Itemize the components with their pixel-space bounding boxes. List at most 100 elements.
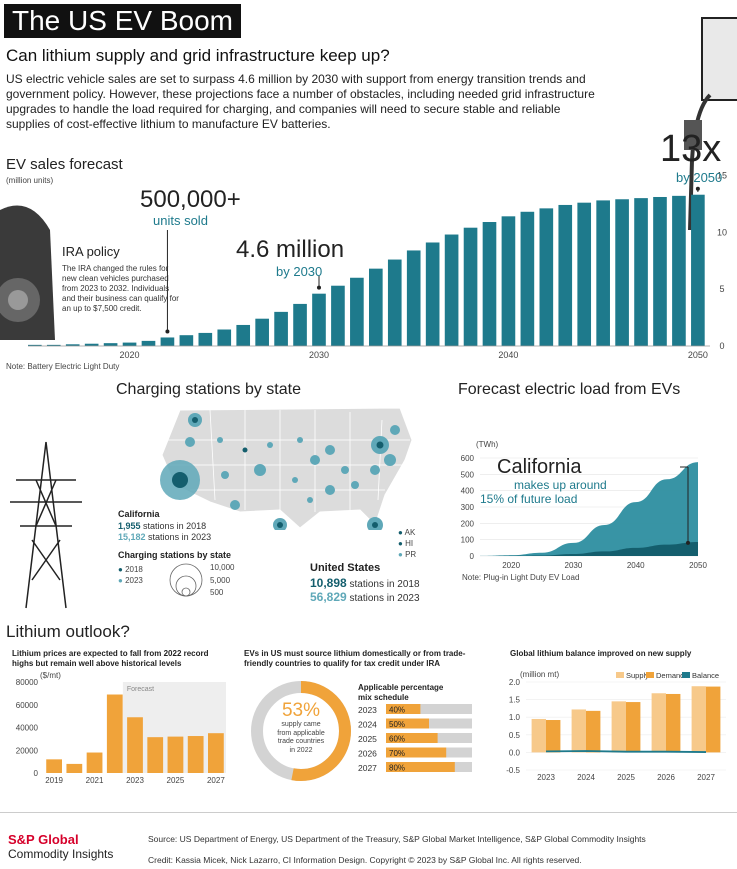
callout-500k-sub: units sold — [153, 213, 208, 228]
ev-y-tick-10: 10 — [717, 227, 727, 237]
bal-supply-bar-2023 — [531, 718, 546, 753]
map-bubbles — [160, 413, 400, 530]
ev-bar-2042 — [539, 208, 554, 346]
price-bar-2023 — [127, 717, 143, 773]
ev-bar-2024 — [198, 332, 213, 346]
ira-text: The IRA changed the rules for new clean … — [62, 264, 179, 313]
ev-bar-2050 — [691, 194, 705, 346]
power-pylon-illustration — [10, 441, 82, 609]
donut-caption-l2: from applicable — [277, 729, 325, 737]
ev-bar-2041 — [520, 211, 535, 346]
bal-x-tick-2023: 2023 — [537, 773, 555, 782]
price-bar-2022 — [106, 694, 123, 773]
hi-text: HI — [405, 539, 414, 548]
bal-y-tick-0.5: 0.5 — [509, 731, 521, 740]
ev-bar-2044 — [577, 202, 592, 346]
ev-bar-2021 — [141, 340, 156, 346]
bal-supply-bar-2026 — [651, 693, 666, 753]
price-y-tick-80000: 80000 — [16, 678, 39, 687]
bal-x-tick-2027: 2027 — [697, 773, 715, 782]
sched-year-2024: 2024 — [358, 720, 377, 730]
ev-sales-heading: EV sales forecast — [6, 156, 123, 173]
ev-x-tick-2040: 2040 — [498, 350, 518, 360]
price-x-tick-2019: 2019 — [45, 776, 63, 785]
ev-x-tick-2050: 2050 — [688, 350, 708, 360]
ev-bar-2025 — [217, 329, 232, 346]
bal-legend-label-2: Balance — [692, 671, 719, 680]
ev-bar-2040 — [501, 216, 516, 346]
donut-caption: supply came from applicable trade countr… — [266, 721, 336, 755]
sched-year-2026: 2026 — [358, 749, 377, 759]
price-y-tick-0: 0 — [34, 769, 39, 778]
price-bar-2027 — [208, 733, 224, 773]
ev-bar-2020 — [122, 342, 137, 346]
ev-bar-2016 — [46, 344, 61, 346]
ev-x-tick-2020: 2020 — [120, 350, 140, 360]
size-legend-circles — [169, 563, 203, 597]
price-x-tick-2021: 2021 — [86, 776, 104, 785]
bal-supply-bar-2025 — [611, 701, 626, 753]
charger-illustration — [684, 17, 737, 231]
sched-bar-2023 — [386, 704, 421, 714]
us-stations-2018: 10,898 stations in 2018 — [310, 576, 420, 590]
sched-year-2023: 2023 — [358, 705, 377, 715]
us-2023-text: stations in 2023 — [349, 593, 420, 604]
car-illustration — [0, 205, 55, 340]
bubble-georgia — [325, 485, 335, 495]
ev-bar-2039 — [482, 222, 497, 346]
bal-demand-bar-2027 — [706, 686, 721, 753]
size-10000: 10,000 — [210, 563, 235, 572]
ev-bar-2036 — [425, 242, 440, 346]
balance-unit: (million mt) — [520, 670, 560, 679]
sched-label-2027: 80% — [389, 764, 405, 773]
legend-2018-label: 2018 — [125, 565, 143, 574]
us-label: United States — [310, 562, 381, 574]
load-chart: 0 100 200 300 400 500 600 2020 2030 2040 2050 — [461, 454, 708, 570]
sched-year-2025: 2025 — [358, 734, 377, 744]
bubble-massachusetts — [390, 425, 400, 435]
us-2018-text: stations in 2018 — [349, 579, 420, 590]
ev-bar-2037 — [444, 234, 459, 346]
leader-2050-dot — [695, 186, 700, 191]
bubble-north-carolina — [351, 481, 359, 489]
footer-credit: Credit: Kassia Micek, Nick Lazarro, CI I… — [148, 855, 582, 865]
ev-y-tick-15: 15 — [717, 170, 727, 180]
bal-y-tick-0: 0.0 — [509, 748, 521, 757]
lithium-price-unit: ($/mt) — [40, 671, 61, 680]
callout-500k: 500,000+ — [140, 186, 241, 213]
legend-2018: ● 2018 — [118, 565, 143, 574]
ev-bar-2030 — [312, 293, 326, 346]
bal-legend-swatch-2 — [682, 672, 690, 678]
legend-2023-label: 2023 — [125, 576, 143, 585]
ev-bar-2015 — [28, 344, 42, 346]
load-y-tick-500: 500 — [461, 470, 475, 479]
callout-by-2030: by 2030 — [276, 264, 323, 279]
load-y-tick-600: 600 — [461, 454, 475, 463]
ca-2018-text: stations in 2018 — [143, 521, 207, 531]
pr-text: PR — [405, 550, 417, 559]
bubble-oregon — [185, 437, 195, 447]
donut-caption-l4: in 2022 — [289, 746, 313, 754]
sched-label-2024: 50% — [389, 720, 405, 729]
bal-y-tick-2: 2.0 — [509, 678, 521, 687]
price-y-tick-40000: 40000 — [16, 724, 39, 733]
load-callout-ca: California — [497, 456, 582, 478]
ira-title: IRA policy — [62, 244, 120, 259]
ev-sales-unit: (million units) — [6, 176, 54, 185]
size-5000: 5,000 — [210, 576, 231, 585]
ev-bar-2019 — [103, 343, 118, 346]
load-note: Note: Plug-in Light Duty EV Load — [462, 573, 580, 582]
bubble-illinois — [310, 455, 320, 465]
ev-bar-2027 — [255, 318, 269, 346]
price-y-tick-60000: 60000 — [16, 701, 39, 710]
ev-bar-2038 — [463, 227, 478, 346]
lithium-price-title: Lithium prices are expected to fall from… — [12, 649, 209, 668]
intro-paragraph: US electric vehicle sales are set to sur… — [6, 72, 595, 131]
load-x-tick-2020: 2020 — [502, 561, 520, 570]
bal-demand-bar-2023 — [546, 720, 561, 753]
ev-bar-2029 — [293, 303, 307, 346]
price-bar-2020 — [66, 763, 83, 773]
bubble-ohio — [341, 466, 349, 474]
ev-bar-2032 — [350, 277, 364, 346]
bal-y-tick-1: 1.0 — [509, 713, 521, 722]
